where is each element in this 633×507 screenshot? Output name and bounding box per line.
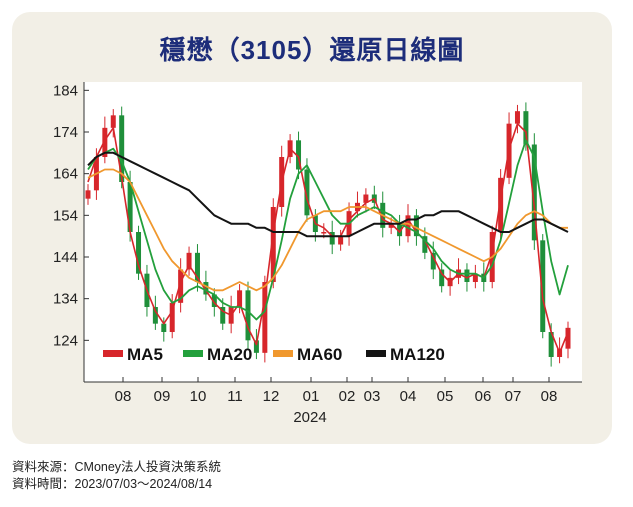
y-tick-label: 174 [53,124,78,141]
candle-body [397,223,403,237]
candle-body [270,207,276,282]
candle-body [127,182,133,232]
candle-body [220,307,226,324]
candle-body [422,236,428,253]
legend-label: MA5 [127,345,163,364]
candle-body [531,144,537,241]
y-tick-label: 144 [53,249,78,266]
y-tick-label: 154 [53,207,78,224]
candle-body [211,294,217,307]
candle-body [186,252,192,270]
legend-swatch [183,350,203,357]
candle-body [296,140,302,170]
footer-source: 資料來源：CMoney法人投資決策系統 [12,460,222,474]
x-tick-label: 11 [227,388,243,405]
candle-body [498,177,504,232]
y-tick-label: 164 [53,166,78,183]
legend-label: MA20 [207,345,252,364]
candle-body [464,269,470,282]
candle-body [102,127,108,157]
chart-title: 穩懋（3105）還原日線圖 [159,35,465,65]
series-line-ma20 [87,139,569,321]
x-tick-label: 08 [115,388,132,405]
x-tick-label: 05 [437,388,454,405]
candle-body [245,290,251,341]
moving-average-lines [87,122,569,354]
candle-body [152,307,158,324]
legend-label: MA60 [297,345,342,364]
x-tick-label: 12 [263,388,280,405]
series-line-ma60 [87,168,568,292]
candle-body [514,111,520,124]
candle-body [540,240,546,332]
candle-body [119,115,125,182]
candle-body [405,215,411,237]
legend-swatch [103,350,123,357]
candle-body [110,115,116,128]
legend-label: MA120 [390,345,445,364]
x-tick-label: 08 [541,388,558,405]
candle-body [169,302,175,332]
candle-body [161,323,167,332]
candle-body [321,232,327,234]
series-line-ma120 [87,151,569,238]
x-tick-label: 09 [154,388,171,405]
candle-body [430,252,436,270]
candle-body [304,169,310,216]
y-axis-ticks: 124 134 144 154 164 174 184 [53,82,89,349]
candle-body [523,111,529,145]
x-tick-label: 01 [303,388,320,405]
x-axis-ticks: 08 09 10 11 12 01 02 03 04 05 06 07 08 [115,377,558,405]
series-line-ma5 [87,122,569,354]
candle-body [178,269,184,303]
x-tick-label: 07 [505,388,522,405]
candle-body [253,340,259,353]
candle-body [85,190,91,199]
x-tick-label: 02 [339,388,356,405]
x-tick-label: 06 [475,388,492,405]
candle-body [413,215,419,237]
legend-swatch [273,350,293,357]
y-tick-label: 124 [53,332,78,349]
x-tick-label: 10 [190,388,207,405]
candle-body [237,290,243,307]
candle-body [194,252,200,282]
footer-period: 資料時間：2023/07/03～2024/08/14 [12,477,213,491]
y-tick-label: 184 [53,82,78,99]
candle-body [329,232,335,245]
x-tick-label: 04 [400,388,417,405]
legend: MA5 MA20 MA60 MA120 [103,345,445,364]
candle-body [363,194,369,203]
candle-body [565,327,571,349]
x-tick-label: 03 [364,388,381,405]
candle-body [203,282,209,295]
x-year-label: 2024 [293,409,326,426]
candle-body [548,332,554,357]
legend-swatch [366,350,386,357]
candle-body [338,236,344,245]
y-tick-label: 134 [53,291,78,308]
candle-body [439,269,445,287]
candle-body [388,223,394,228]
candle-body [262,282,268,353]
candle-body [472,273,478,282]
candle-body [136,232,142,274]
